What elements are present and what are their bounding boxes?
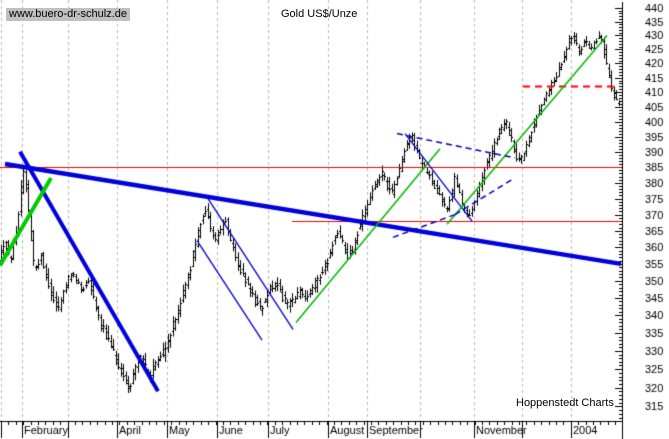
watermark-url: www.buero-dr-schulz.de <box>6 8 130 21</box>
chart-attribution: Hoppenstedt Charts <box>516 397 614 409</box>
chart-title: Gold US$/Unze <box>281 8 358 20</box>
